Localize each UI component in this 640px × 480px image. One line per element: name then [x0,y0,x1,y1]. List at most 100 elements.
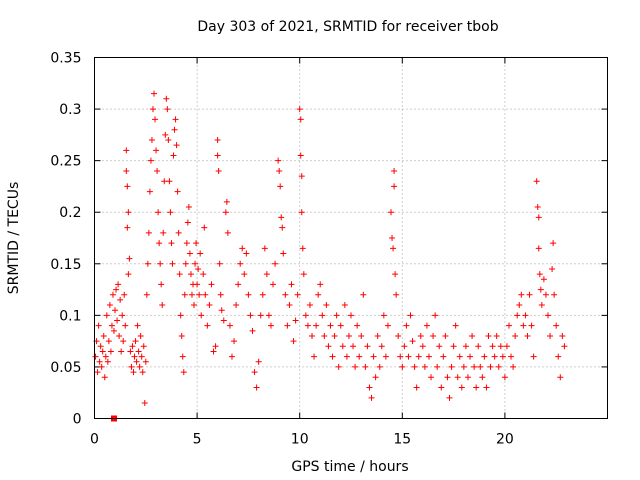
data-point [131,353,138,360]
x-tick-label: 10 [291,432,309,448]
data-point [180,369,187,376]
data-point [162,131,169,138]
data-point [214,137,221,144]
data-point [559,332,566,339]
x-axis-label: GPS time / hours [291,459,408,475]
data-point [561,343,568,350]
data-point [514,312,521,319]
data-point [125,209,132,216]
data-point [540,276,547,283]
data-point [300,271,307,278]
data-point [440,353,447,360]
data-point [313,322,320,329]
data-point [175,229,182,236]
data-point [177,312,184,319]
y-tick-label: 0.35 [50,51,81,67]
data-point [553,322,560,329]
data-point [184,219,191,226]
data-point [485,332,492,339]
x-tick-label: 15 [393,432,411,448]
data-point [335,363,342,370]
data-point [333,312,340,319]
data-point [102,353,109,360]
data-point [118,348,125,355]
data-point [409,338,416,345]
data-point [261,245,268,252]
data-point [390,245,397,252]
data-point [280,250,287,257]
data-point [237,260,244,267]
data-point [479,374,486,381]
data-point [163,95,170,102]
data-point [309,332,316,339]
data-point [304,322,311,329]
data-point [265,312,272,319]
data-point [192,260,199,267]
data-point [306,302,313,309]
data-point [405,353,412,360]
data-point [475,343,482,350]
data-point [450,343,457,350]
data-point [343,353,350,360]
data-point [469,332,476,339]
data-point [108,322,115,329]
data-point [159,302,166,309]
data-point [360,291,367,298]
data-point [286,302,293,309]
y-axis-label: SRMTID / TECUs [6,182,22,295]
data-point [535,214,542,221]
data-point [107,348,114,355]
data-point [493,332,500,339]
data-point [126,255,133,262]
x-ticks: 0 5 10 15 20 [90,57,514,448]
data-point [146,188,153,195]
data-point [172,116,179,123]
data-point [321,332,328,339]
data-point [247,312,254,319]
data-point [218,307,225,314]
data-point [191,302,198,309]
data-point [114,317,121,324]
data-point [298,209,305,216]
data-point [157,260,164,267]
data-point [133,358,140,365]
data-point [276,167,283,174]
data-point [452,322,459,329]
data-point [145,229,152,236]
data-point [388,209,395,216]
data-point [100,332,107,339]
data-point [182,260,189,267]
data-point [454,374,461,381]
data-point [97,343,104,350]
data-point [156,240,163,247]
data-point [179,353,186,360]
data-point [376,363,383,370]
data-point [154,167,161,174]
data-point [169,260,176,267]
data-point [298,173,305,180]
data-point [428,374,435,381]
data-point [277,183,284,190]
data-point [200,271,207,278]
data-point [116,332,123,339]
data-point [501,374,508,381]
data-point [270,281,277,288]
data-point [241,271,248,278]
data-point [94,369,101,376]
data-point [378,343,385,350]
data-point [467,353,474,360]
y-tick-label: 0.2 [59,205,81,221]
data-point [215,167,222,174]
data-point [217,291,224,298]
data-point [101,374,108,381]
data-point [348,312,354,319]
data-point [178,332,185,339]
data-point [106,302,113,309]
data-point [538,302,545,309]
data-point [95,322,102,329]
data-point [194,281,201,288]
x-tick-label: 20 [496,432,514,448]
data-point [155,209,162,216]
data-point [325,343,332,350]
data-point [319,312,326,319]
